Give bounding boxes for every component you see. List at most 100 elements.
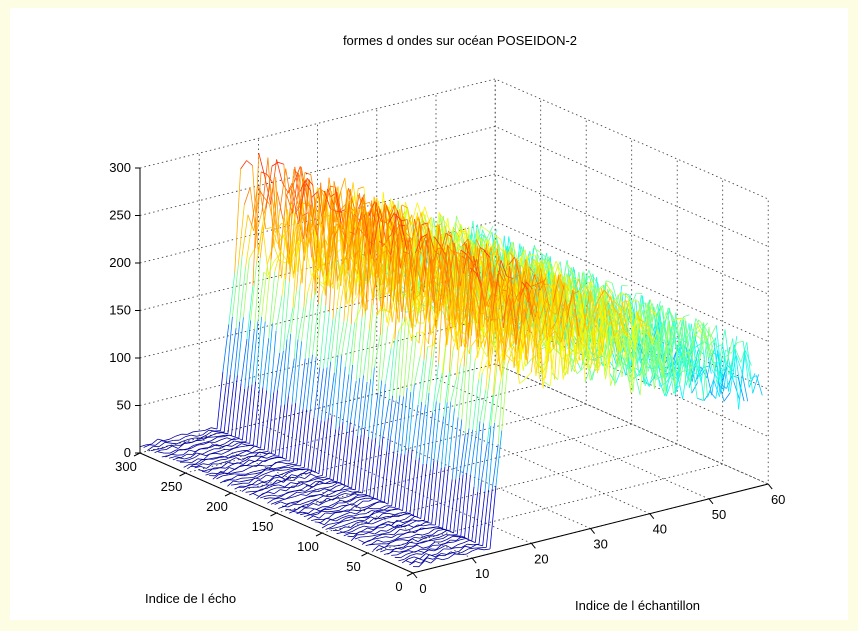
- surface-segment: [391, 554, 398, 556]
- surface-segment: [325, 526, 332, 530]
- surface-segment: [616, 302, 623, 364]
- surface-segment: [380, 549, 387, 553]
- surface-segment: [187, 445, 194, 450]
- surface-segment: [410, 520, 417, 525]
- surface-segment: [268, 271, 276, 339]
- surface-segment: [350, 233, 358, 297]
- surface-segment: [419, 553, 427, 560]
- surface-segment: [375, 509, 382, 512]
- surface-segment: [231, 375, 238, 436]
- surface-segment: [280, 479, 288, 482]
- surface-segment: [294, 203, 302, 214]
- surface-segment: [253, 389, 260, 446]
- surface-segment: [285, 464, 292, 467]
- surface-segment: [619, 328, 627, 358]
- surface-segment: [486, 229, 493, 235]
- surface-segment: [307, 515, 314, 520]
- surface-segment: [243, 187, 251, 205]
- surface-segment: [459, 433, 466, 478]
- surface-segment: [158, 451, 165, 454]
- surface-segment: [299, 237, 307, 286]
- surface-segment: [671, 359, 679, 381]
- surface-segment: [269, 330, 277, 400]
- surface-segment: [339, 517, 346, 523]
- surface-segment: [367, 495, 374, 499]
- surface-segment: [740, 342, 748, 363]
- surface-segment: [334, 188, 342, 224]
- surface-segment: [400, 511, 407, 514]
- surface-segment: [405, 449, 413, 513]
- surface-segment: [422, 546, 430, 549]
- surface-segment: [303, 410, 311, 468]
- surface-segment: [336, 264, 343, 311]
- surface-segment: [349, 497, 356, 502]
- surface-segment: [280, 469, 287, 471]
- surface-segment: [580, 343, 588, 347]
- surface-segment: [494, 234, 501, 240]
- surface-segment: [431, 553, 438, 556]
- surface-segment: [577, 319, 585, 342]
- surface-segment: [235, 256, 243, 329]
- surface-segment: [198, 469, 205, 472]
- surface-segment: [361, 240, 369, 318]
- surface-segment: [306, 503, 314, 508]
- surface-segment: [750, 375, 757, 380]
- surface-segment: [255, 316, 262, 382]
- surface-segment: [277, 161, 285, 165]
- surface-segment: [402, 539, 409, 542]
- surface-segment: [449, 479, 457, 532]
- surface-segment: [239, 266, 246, 322]
- surface-segment: [656, 375, 663, 380]
- surface-segment: [411, 404, 419, 450]
- surface-segment: [479, 246, 487, 252]
- surface-segment: [547, 302, 554, 341]
- surface-segment: [377, 509, 384, 512]
- surface-segment: [390, 507, 397, 511]
- surface-segment: [414, 355, 421, 385]
- surface-segment: [473, 421, 481, 488]
- surface-segment: [674, 342, 682, 396]
- surface-segment: [182, 449, 190, 456]
- surface-segment: [529, 254, 536, 257]
- surface-segment: [673, 385, 680, 394]
- surface-segment: [360, 506, 367, 509]
- surface-segment: [366, 503, 373, 508]
- surface-segment: [368, 532, 375, 535]
- surface-segment: [343, 488, 350, 491]
- surface-segment: [627, 332, 635, 352]
- surface-segment: [259, 495, 267, 499]
- surface-segment: [201, 437, 208, 441]
- surface-segment: [485, 320, 493, 390]
- surface-segment: [394, 544, 401, 547]
- surface-segment: [354, 536, 361, 540]
- surface-segment: [701, 333, 708, 398]
- surface-segment: [326, 279, 333, 285]
- surface-segment: [218, 461, 225, 465]
- surface-segment: [555, 261, 563, 275]
- surface-segment: [327, 188, 334, 205]
- surface-segment: [328, 372, 335, 418]
- surface-segment: [374, 497, 381, 502]
- x-tick-mark: [708, 498, 714, 505]
- surface-segment: [584, 364, 591, 369]
- x-tick-mark: [649, 513, 655, 519]
- surface-segment: [331, 511, 338, 514]
- surface-segment: [294, 166, 302, 210]
- surface-segment: [632, 300, 639, 302]
- surface-segment: [484, 270, 492, 303]
- surface-segment: [292, 172, 299, 214]
- surface-segment: [377, 539, 384, 543]
- x-tick-mark: [471, 557, 477, 564]
- surface-segment: [299, 468, 306, 470]
- surface-segment: [588, 294, 596, 371]
- surface-segment: [576, 305, 583, 357]
- surface-segment: [631, 323, 638, 344]
- surface-segment: [422, 532, 429, 536]
- surface-segment: [371, 200, 378, 316]
- surface-segment: [212, 474, 219, 480]
- surface-segment: [582, 294, 590, 333]
- surface-segment: [463, 339, 470, 355]
- surface-segment: [401, 237, 409, 319]
- surface-segment: [572, 314, 579, 320]
- surface-segment: [625, 292, 633, 301]
